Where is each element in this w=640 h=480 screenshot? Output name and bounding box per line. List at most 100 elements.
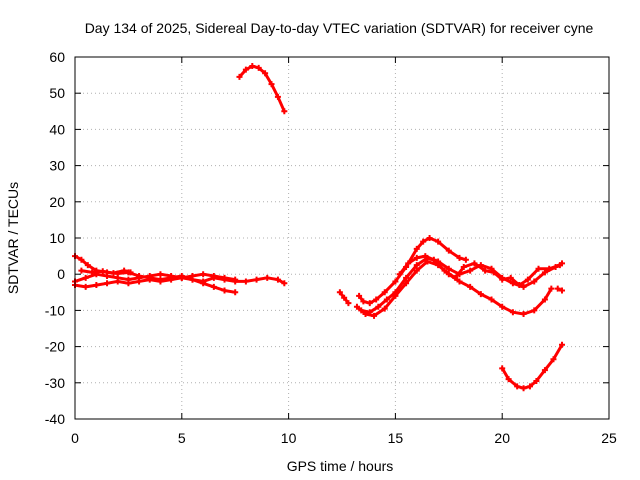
y-tick-label: 40 bbox=[49, 121, 65, 137]
data-point bbox=[499, 365, 506, 372]
data-point bbox=[383, 296, 390, 303]
data-point bbox=[274, 93, 281, 100]
data-point bbox=[460, 263, 467, 270]
data-point bbox=[189, 276, 196, 283]
data-point bbox=[559, 287, 566, 294]
y-tick-label: 60 bbox=[49, 49, 65, 65]
data-point bbox=[356, 292, 363, 299]
data-point bbox=[236, 73, 243, 80]
data-point bbox=[373, 296, 380, 303]
x-tick-label: 10 bbox=[281, 430, 297, 446]
data-point bbox=[413, 267, 420, 274]
data-point bbox=[253, 276, 260, 283]
series-group bbox=[72, 63, 566, 392]
data-point bbox=[509, 309, 516, 316]
data-point bbox=[264, 274, 271, 281]
y-tick-label: 20 bbox=[49, 194, 65, 210]
data-point bbox=[524, 276, 531, 283]
data-point bbox=[178, 274, 185, 281]
y-tick-label: 50 bbox=[49, 85, 65, 101]
data-point bbox=[533, 377, 540, 384]
data-point bbox=[93, 282, 100, 289]
series-line-track-b bbox=[73, 272, 237, 283]
data-point bbox=[531, 307, 538, 314]
data-point bbox=[125, 280, 132, 287]
data-point bbox=[541, 296, 548, 303]
data-point bbox=[262, 70, 269, 77]
data-point bbox=[467, 267, 474, 274]
data-point bbox=[371, 312, 378, 319]
data-point bbox=[200, 280, 207, 287]
y-tick-label: 30 bbox=[49, 158, 65, 174]
series-line-track-e bbox=[238, 64, 286, 113]
data-point bbox=[499, 303, 506, 310]
data-point bbox=[381, 305, 388, 312]
ticks bbox=[74, 56, 610, 420]
data-point bbox=[221, 287, 228, 294]
data-point bbox=[445, 247, 452, 254]
data-point bbox=[541, 269, 548, 276]
data-point bbox=[520, 283, 527, 290]
data-point bbox=[456, 254, 463, 261]
data-point bbox=[535, 265, 542, 272]
chart-title: Day 134 of 2025, Sidereal Day-to-day VTE… bbox=[85, 20, 594, 36]
data-point bbox=[345, 300, 352, 307]
data-point bbox=[99, 268, 106, 275]
data-point bbox=[110, 270, 117, 277]
data-point bbox=[520, 311, 527, 318]
data-point bbox=[232, 289, 239, 296]
y-tick-label: 10 bbox=[49, 230, 65, 246]
data-point bbox=[210, 283, 217, 290]
data-point bbox=[127, 269, 134, 276]
series-line-track-l bbox=[500, 343, 564, 390]
data-point bbox=[541, 367, 548, 374]
data-point bbox=[121, 267, 128, 274]
data-point bbox=[157, 278, 164, 285]
data-point bbox=[556, 262, 563, 269]
data-point bbox=[488, 296, 495, 303]
data-point bbox=[462, 256, 469, 263]
data-point bbox=[242, 66, 249, 73]
y-tick-label: -10 bbox=[45, 302, 65, 318]
data-point bbox=[413, 245, 420, 252]
data-point bbox=[104, 273, 111, 280]
data-point bbox=[546, 265, 553, 272]
data-point bbox=[341, 294, 348, 301]
data-point bbox=[82, 274, 89, 281]
data-point bbox=[136, 278, 143, 285]
data-point bbox=[467, 283, 474, 290]
data-point bbox=[490, 269, 497, 276]
y-tick-label: -30 bbox=[45, 375, 65, 391]
data-point bbox=[281, 108, 288, 115]
data-point bbox=[426, 235, 433, 241]
data-point bbox=[274, 276, 281, 283]
data-point bbox=[550, 356, 557, 363]
data-point bbox=[526, 383, 533, 390]
data-point bbox=[516, 282, 523, 289]
data-point bbox=[157, 271, 164, 278]
series-line-track-c bbox=[73, 276, 237, 294]
data-point bbox=[146, 276, 153, 283]
data-point bbox=[366, 309, 373, 316]
data-point bbox=[482, 267, 489, 274]
data-point bbox=[82, 283, 89, 290]
data-point bbox=[471, 260, 478, 267]
data-point bbox=[422, 253, 429, 260]
data-point bbox=[249, 63, 256, 70]
data-point bbox=[505, 376, 512, 383]
x-tick-label: 15 bbox=[388, 430, 404, 446]
data-point bbox=[548, 285, 555, 292]
data-point bbox=[396, 271, 403, 278]
data-point bbox=[392, 278, 399, 285]
data-point bbox=[336, 289, 343, 296]
y-tick-label: 0 bbox=[57, 266, 65, 282]
data-point bbox=[507, 274, 514, 281]
data-point bbox=[435, 238, 442, 245]
x-axis-label: GPS time / hours bbox=[287, 458, 394, 474]
data-point bbox=[403, 280, 410, 287]
data-point bbox=[358, 307, 365, 314]
data-point bbox=[221, 274, 228, 281]
data-point bbox=[420, 238, 427, 245]
data-point bbox=[78, 256, 85, 263]
